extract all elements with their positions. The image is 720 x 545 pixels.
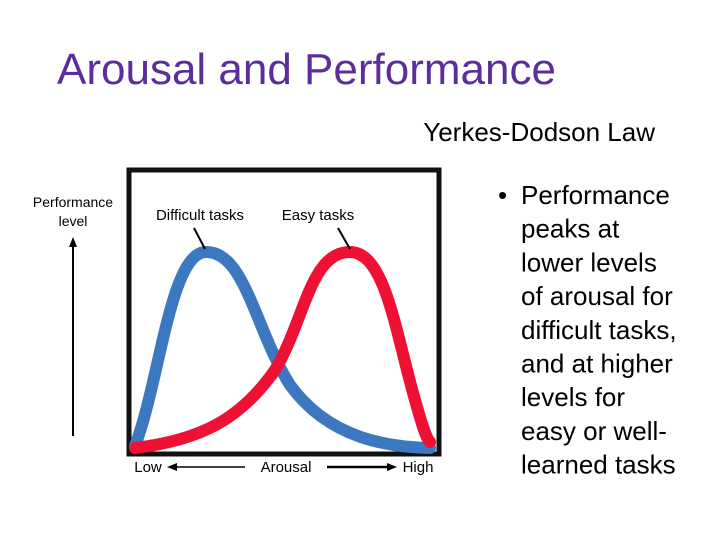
leader-line [337, 227, 351, 250]
leader-line [193, 227, 206, 250]
bullet-line: lower levels [521, 247, 657, 277]
red-curve [129, 245, 436, 454]
x-label: Low [134, 459, 162, 476]
bullet-line: of arousal for [521, 281, 673, 311]
subtitle: Yerkes-Dodson Law [423, 117, 655, 147]
x-label: High [403, 459, 434, 476]
y-label: Performance [33, 194, 113, 210]
bullet-line: levels for [521, 382, 625, 412]
curve-label: Easy tasks [282, 207, 355, 224]
curve-label: Difficult tasks [156, 207, 244, 224]
blue-curve [129, 246, 436, 454]
bullet-line: difficult tasks, [521, 315, 677, 345]
bullet-line: learned tasks [521, 450, 676, 480]
bullet-line: peaks at [521, 214, 620, 244]
y-label: level [59, 213, 88, 229]
bullet-line: Performance [521, 180, 670, 210]
x-label: Arousal [261, 459, 312, 476]
bullet-line: easy or well- [521, 416, 667, 446]
bullet-dot: • [498, 180, 507, 210]
title: Arousal and Performance [57, 45, 556, 94]
bullet-line: and at higher [521, 349, 673, 379]
